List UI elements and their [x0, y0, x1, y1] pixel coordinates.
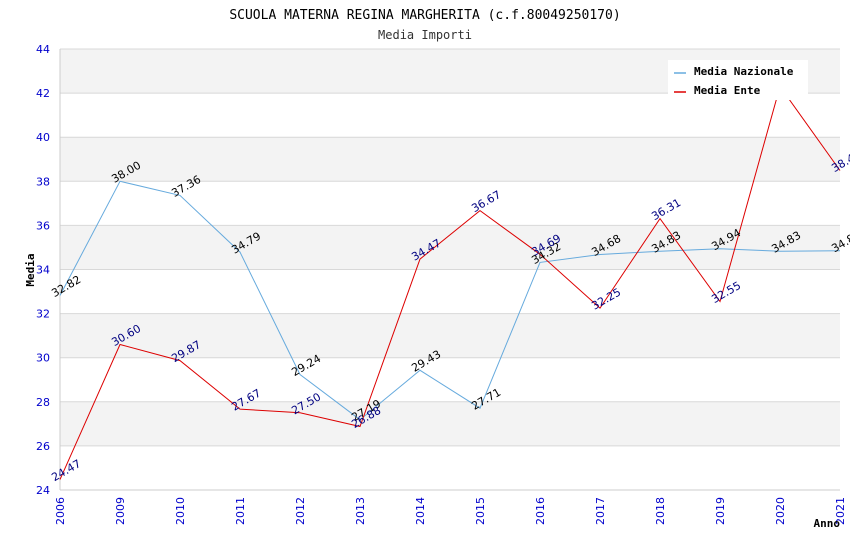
x-tick-label: 2010	[174, 497, 187, 525]
y-tick-label: 26	[36, 440, 50, 453]
plot-band	[60, 401, 840, 446]
y-tick-label: 34	[36, 264, 50, 277]
y-tick-label: 24	[36, 484, 50, 497]
y-axis-label: Media	[24, 253, 37, 286]
y-tick-label: 30	[36, 352, 50, 365]
plot-band	[60, 225, 840, 270]
plot-band	[60, 357, 840, 402]
plot-band	[60, 269, 840, 314]
y-tick-label: 40	[36, 131, 50, 144]
chart-subtitle: Media Importi	[378, 28, 472, 42]
x-tick-label: 2017	[594, 497, 607, 525]
y-tick-label: 28	[36, 396, 50, 409]
legend-entry: Media Nazionale	[694, 65, 794, 78]
x-tick-label: 2015	[474, 497, 487, 525]
y-tick-label: 36	[36, 219, 50, 232]
x-tick-label: 2013	[354, 497, 367, 525]
x-tick-label: 2019	[714, 497, 727, 525]
series-line-media-nazionale	[59, 180, 841, 421]
x-tick-label: 2014	[414, 497, 427, 525]
plot-band	[60, 181, 840, 226]
plot-band	[60, 137, 840, 182]
series-line-media-ente	[59, 85, 841, 480]
x-tick-label: 2021	[834, 497, 847, 525]
plot-band	[60, 445, 840, 490]
y-tick-label: 42	[36, 87, 50, 100]
x-axis-ticks: 2006 2009 2010 2011 2012 2013 2014 2015 2016 2017…	[54, 497, 847, 525]
legend-entry: Media Ente	[694, 84, 761, 97]
x-tick-label: 2011	[234, 497, 247, 525]
y-tick-label: 32	[36, 308, 50, 321]
plot-band	[60, 93, 840, 138]
x-tick-label: 2016	[534, 497, 547, 525]
x-tick-label: 2012	[294, 497, 307, 525]
x-tick-label: 2009	[114, 497, 127, 525]
plot-band	[60, 313, 840, 358]
x-tick-label: 2018	[654, 497, 667, 525]
series-lines	[59, 85, 841, 480]
x-tick-label: 2006	[54, 497, 67, 525]
plot-background	[60, 49, 840, 490]
x-axis-label: Anno	[814, 517, 841, 530]
y-tick-label: 44	[36, 43, 50, 56]
legend: Media Nazionale Media Ente	[668, 60, 808, 100]
y-tick-label: 38	[36, 175, 50, 188]
x-tick-label: 2020	[774, 497, 787, 525]
grid-lines	[59, 48, 840, 491]
legend-box	[668, 60, 808, 100]
y-axis-ticks: 24 26 28 30 32 34 36 38 40 42 44	[36, 43, 50, 497]
chart-title: SCUOLA MATERNA REGINA MARGHERITA (c.f.80…	[229, 8, 620, 23]
